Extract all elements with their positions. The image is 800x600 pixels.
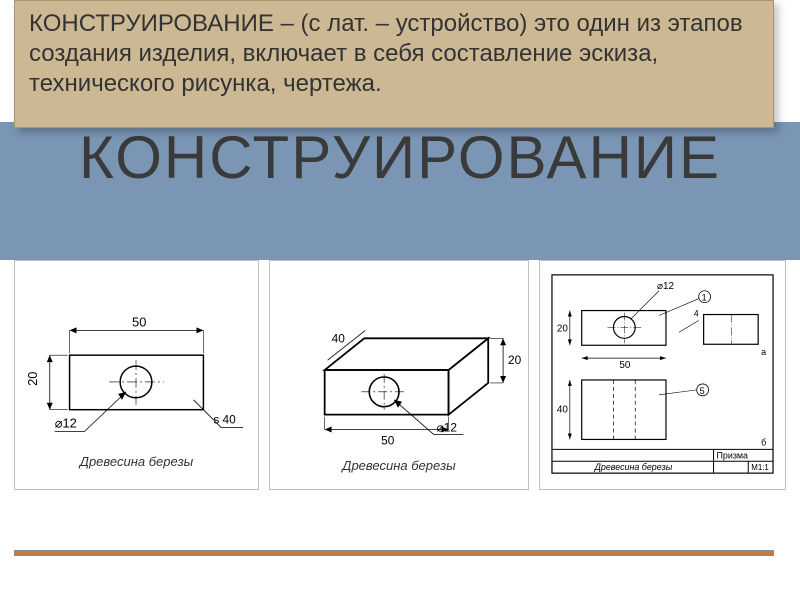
callout-4: 4 xyxy=(694,309,699,319)
drawing-panel-front: 50 20 ⌀12 s 40 Древесина березы xyxy=(14,260,259,490)
dim-depth: 40 xyxy=(332,331,346,345)
tech-dim-d: 40 xyxy=(557,405,569,416)
drawings-row: 50 20 ⌀12 s 40 Древесина березы xyxy=(14,260,786,490)
panel2-caption: Древесина березы xyxy=(270,458,528,473)
dim-dia: ⌀12 xyxy=(55,416,77,431)
page-title: КОНСТРУИРОВАНИЕ xyxy=(0,126,800,189)
view-a-label: а xyxy=(761,347,766,357)
definition-text: КОНСТРУИРОВАНИЕ – (с лат. – устройство) … xyxy=(29,10,743,97)
dim-thickness: s 40 xyxy=(213,413,236,427)
tech-drawing-svg: 50 20 ⌀12 1 4 а 4 xyxy=(540,261,785,489)
tech-dim-h: 20 xyxy=(557,323,569,334)
callout-5: 5 xyxy=(700,386,705,396)
panel1-caption: Древесина березы xyxy=(15,454,258,469)
accent-bar xyxy=(14,550,774,556)
definition-box: КОНСТРУИРОВАНИЕ – (с лат. – устройство) … xyxy=(14,0,774,128)
dim-dia2: ⌀12 xyxy=(437,421,457,435)
view-b-label: б xyxy=(761,437,766,447)
dim-height: 20 xyxy=(25,372,40,386)
dim-w2: 50 xyxy=(381,433,395,447)
dim-h2: 20 xyxy=(508,353,522,367)
callout-1: 1 xyxy=(702,293,707,303)
drawing-panel-tech: 50 20 ⌀12 1 4 а 4 xyxy=(539,260,786,490)
iso-sketch-svg: 40 20 50 ⌀12 xyxy=(270,261,528,489)
drawing-panel-iso: 40 20 50 ⌀12 Древесина березы xyxy=(269,260,529,490)
titleblock-right: Призма xyxy=(717,450,749,460)
titleblock-main: Древесина березы xyxy=(594,462,673,472)
titleblock-scale: М1:1 xyxy=(751,463,769,472)
dim-width: 50 xyxy=(132,314,146,329)
tech-dim-w: 50 xyxy=(619,360,631,371)
tech-dim-dia: ⌀12 xyxy=(657,281,674,292)
